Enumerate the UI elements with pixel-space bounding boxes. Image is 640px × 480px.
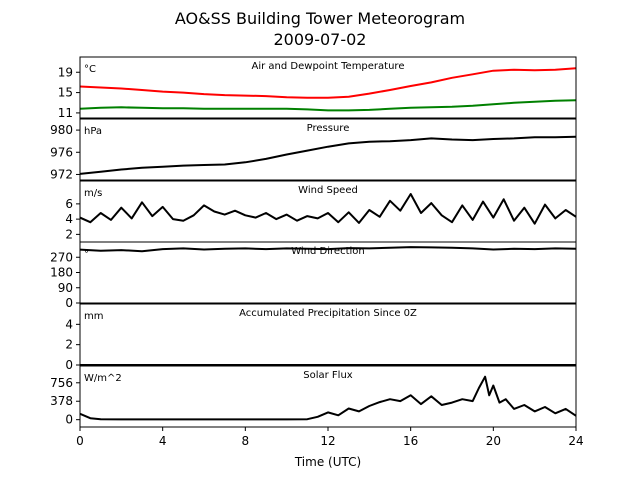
wind_dir-ytick-label: 90 (58, 281, 73, 295)
pressure-panel-unit: hPa (84, 126, 102, 137)
xtick-label: 0 (76, 434, 84, 448)
wind_dir-ytick-label: 180 (50, 266, 73, 280)
chart-title-line2: 2009-07-02 (274, 30, 367, 49)
precip-panel-unit: mm (84, 311, 103, 322)
panel-pressure: 972 976 980 Pressure hPa (50, 118, 577, 181)
wind_dir-panel-title: Wind Direction (291, 246, 365, 257)
temp-ytick-label: 15 (58, 86, 73, 100)
x-axis-label: Time (UTC) (294, 455, 361, 469)
chart-title-line1: AO&SS Building Tower Meteorogram (175, 9, 465, 28)
pressure-ytick-label: 980 (50, 123, 73, 137)
temp-ytick-label: 11 (58, 106, 73, 120)
wind_speed-series-line-1 (80, 193, 576, 225)
solar-panel-unit: W/m^2 (84, 373, 122, 384)
xtick-label: 24 (568, 434, 583, 448)
temp-panel-unit: °C (84, 64, 96, 75)
precip-panel-title: Accumulated Precipitation Since 0Z (239, 308, 417, 319)
temp-panel-frame (79, 56, 577, 119)
pressure-panel-title: Pressure (307, 123, 350, 134)
temp-panel-title: Air and Dewpoint Temperature (252, 61, 405, 72)
xtick-label: 16 (403, 434, 418, 448)
panel-temp: 11 15 19 Air and Dewpoint Temperature °C (58, 56, 577, 120)
panel-precip: 0 2 4 Accumulated Precipitation Since 0Z mm (65, 303, 577, 372)
xtick-label: 12 (320, 434, 335, 448)
solar-panel-title: Solar Flux (303, 370, 353, 381)
temp-series-line-2 (80, 99, 576, 112)
precip-ytick-label: 0 (65, 358, 73, 372)
pressure-ytick-label: 972 (50, 167, 73, 181)
pressure-panel-frame (79, 118, 577, 181)
solar-ytick-label: 378 (50, 394, 73, 408)
xtick-label: 8 (242, 434, 250, 448)
wind_speed-panel-title: Wind Speed (298, 185, 358, 196)
temp-series-line-1 (80, 67, 576, 99)
x-axis: 0 4 8 12 16 20 24 (76, 427, 584, 448)
pressure-series-line-1 (80, 135, 576, 175)
wind_speed-ytick-label: 4 (65, 212, 73, 226)
wind_dir-ytick-label: 270 (50, 250, 73, 264)
wind_dir-panel-unit: ° (84, 249, 89, 260)
xtick-label: 4 (159, 434, 167, 448)
wind_speed-panel-unit: m/s (84, 188, 102, 199)
wind_dir-ytick-label: 0 (65, 296, 73, 310)
wind_dir-series-line-1 (80, 246, 576, 253)
solar-series-line-1 (80, 375, 576, 421)
solar-ytick-label: 0 (65, 413, 73, 427)
xtick-label: 20 (486, 434, 501, 448)
temp-ytick-label: 19 (58, 65, 73, 79)
pressure-ytick-label: 976 (50, 145, 73, 159)
panel-solar: 0 378 756 Solar Flux W/m^2 (50, 365, 577, 428)
solar-ytick-label: 756 (50, 376, 73, 390)
panel-wind_speed: 246 Wind Speed m/s (65, 180, 577, 243)
precip-panel-frame (79, 303, 577, 366)
wind_speed-ytick-label: 2 (65, 227, 73, 241)
wind_speed-ytick-label: 6 (65, 197, 73, 211)
precip-ytick-label: 4 (65, 317, 73, 331)
precip-ytick-label: 2 (65, 338, 73, 352)
